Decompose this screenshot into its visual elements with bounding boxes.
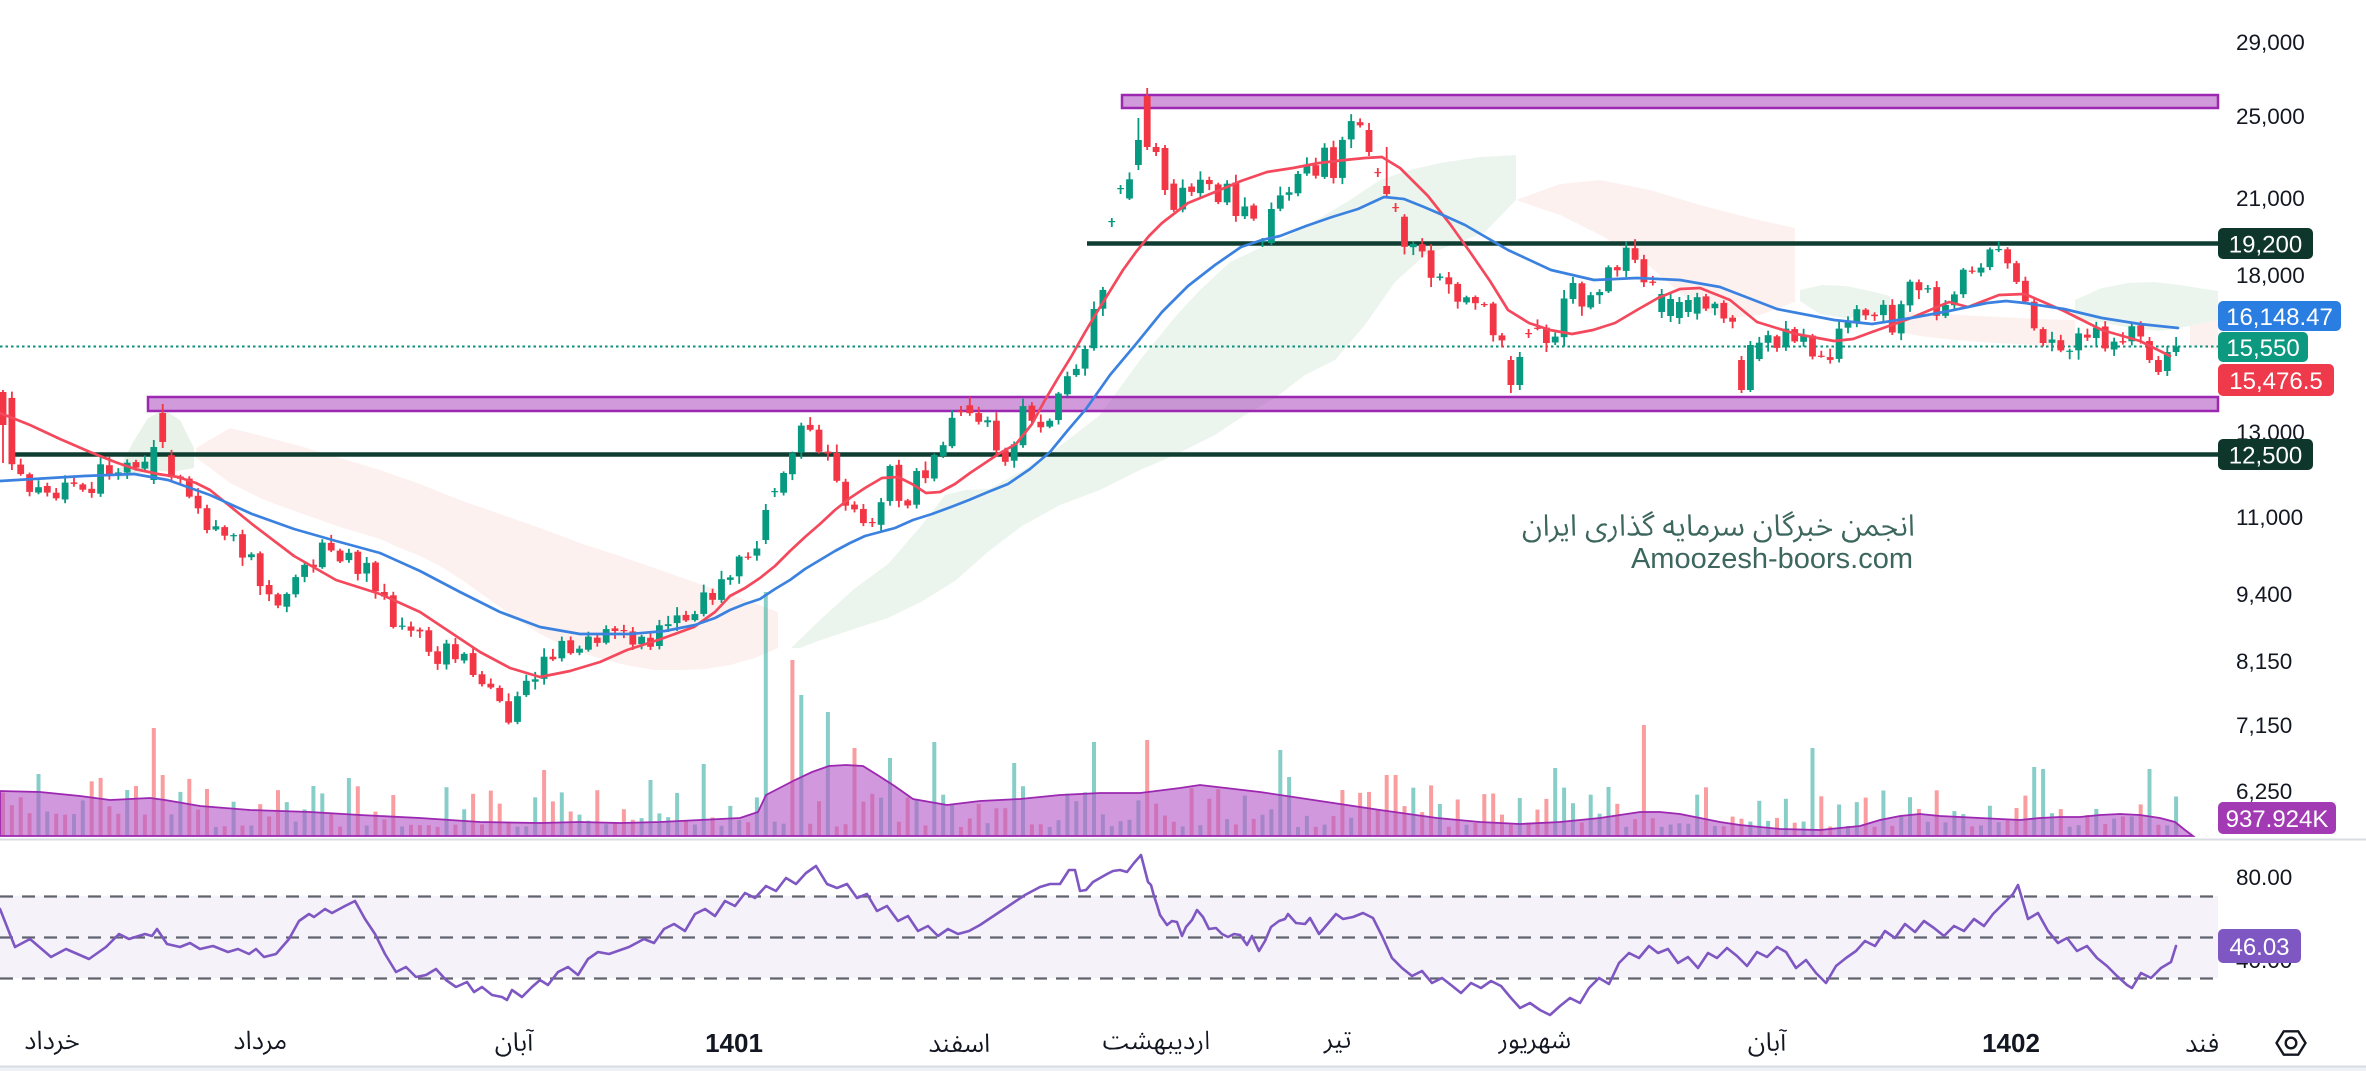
svg-text:80.00: 80.00 [2236,865,2292,890]
svg-text:6,250: 6,250 [2236,779,2292,804]
svg-text:15,476.5: 15,476.5 [2229,368,2322,395]
svg-text:8,150: 8,150 [2236,649,2292,674]
svg-text:1402: 1402 [1982,1028,2040,1058]
svg-text:19,200: 19,200 [2229,232,2302,259]
svg-text:11,000: 11,000 [2236,505,2303,530]
svg-text:29,000: 29,000 [2236,30,2305,55]
svg-text:25,000: 25,000 [2236,104,2305,129]
svg-text:16,148.47: 16,148.47 [2226,304,2333,331]
svg-text:937.924K: 937.924K [2226,806,2329,833]
svg-text:9,400: 9,400 [2236,582,2292,607]
svg-text:21,000: 21,000 [2236,186,2305,211]
svg-text:Amoozesh-boors.com: Amoozesh-boors.com [1631,543,1913,575]
svg-text:7,150: 7,150 [2236,713,2292,738]
svg-text:15,550: 15,550 [2226,335,2299,362]
svg-text:46.03: 46.03 [2229,934,2289,961]
svg-text:1401: 1401 [705,1028,763,1058]
svg-text:12,500: 12,500 [2229,443,2302,470]
svg-text:18,000: 18,000 [2236,263,2305,288]
